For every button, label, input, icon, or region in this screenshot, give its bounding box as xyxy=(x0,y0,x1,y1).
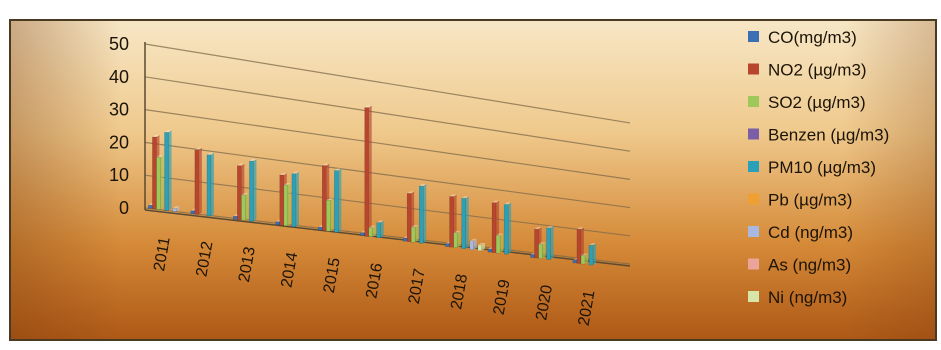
legend-item-cd-ng-m3: Cd (ng/m3) xyxy=(748,223,853,242)
legend-label: Benzen (µg/m3) xyxy=(768,126,889,145)
legend-item-ni-ng-m3: Ni (ng/m3) xyxy=(748,288,847,307)
legend-label: NO2 (µg/m3) xyxy=(768,61,867,80)
gridline xyxy=(144,109,631,180)
x-tick-label: 2020 xyxy=(533,284,556,322)
y-tick-labels: 0 10 20 30 40 50 xyxy=(109,34,129,218)
y-tick-label: 0 xyxy=(119,198,129,218)
bar-2016-no2-g-m3 xyxy=(364,105,372,237)
legend-item-pb-g-m3: Pb (µg/m3) xyxy=(748,191,852,210)
gridline xyxy=(144,141,631,209)
legend-item-no2-g-m3: NO2 (µg/m3) xyxy=(748,61,867,80)
bar-2014-pm10-g-m3 xyxy=(291,171,299,228)
legend-swatch xyxy=(748,193,759,205)
bar-2014-so2-g-m3 xyxy=(283,182,291,227)
legend-item-as-ng-m3: As (ng/m3) xyxy=(748,256,851,275)
legend-item-benzen-g-m3: Benzen (µg/m3) xyxy=(748,126,889,145)
bar-2017-so2-g-m3 xyxy=(410,225,419,243)
legend-swatch xyxy=(748,291,759,302)
bar-2015-pm10-g-m3 xyxy=(334,168,342,233)
legend-swatch xyxy=(748,63,759,75)
legend-label: Ni (ng/m3) xyxy=(768,288,847,307)
bar-2011-cd-ng-m3 xyxy=(172,206,180,212)
x-tick-label: 2013 xyxy=(236,245,259,283)
gridline xyxy=(144,174,631,237)
bar-2013-pm10-g-m3 xyxy=(249,159,257,222)
legend-label: CO(mg/m3) xyxy=(768,28,857,47)
chart-border xyxy=(9,19,937,341)
x-tick-label: 2014 xyxy=(278,251,301,289)
y-tick-label: 10 xyxy=(109,165,129,185)
bar-2021-pm10-g-m3 xyxy=(588,243,597,266)
bar-2011-pm10-g-m3 xyxy=(164,130,172,211)
y-tick-label: 50 xyxy=(109,34,129,54)
bar-2015-so2-g-m3 xyxy=(326,198,334,232)
legend-label: Pb (µg/m3) xyxy=(768,191,852,210)
legend-item-so2-g-m3: SO2 (µg/m3) xyxy=(748,93,866,112)
x-tick-label: 2015 xyxy=(321,256,344,294)
bar-2018-so2-g-m3 xyxy=(453,230,461,248)
legend-label: As (ng/m3) xyxy=(768,256,851,275)
bar-2021-so2-g-m3 xyxy=(580,253,589,265)
bar-2012-no2-g-m3 xyxy=(194,147,202,215)
legend: CO(mg/m3) NO2 (µg/m3) SO2 (µg/m3) Benzen (µ… xyxy=(748,28,889,307)
bar-2020-pm10-g-m3 xyxy=(546,225,554,260)
x-tick-label: 2021 xyxy=(576,289,599,327)
bar-2012-pm10-g-m3 xyxy=(206,152,214,217)
legend-swatch xyxy=(748,258,759,270)
legend-label: Cd (ng/m3) xyxy=(768,223,853,242)
y-tick-label: 40 xyxy=(109,67,129,87)
legend-item-pm10-g-m3: PM10 (µg/m3) xyxy=(748,158,876,177)
x-tick-label: 2011 xyxy=(151,236,174,273)
bar-2018-pm10-g-m3 xyxy=(461,196,469,249)
bar-2016-pm10-g-m3 xyxy=(376,220,384,239)
legend-swatch xyxy=(748,96,759,107)
bars xyxy=(148,105,597,266)
legend-label: SO2 (µg/m3) xyxy=(768,93,866,112)
bar-2019-so2-g-m3 xyxy=(495,233,504,254)
legend-label: PM10 (µg/m3) xyxy=(768,158,876,177)
x-tick-label: 2019 xyxy=(491,278,514,316)
legend-item-co-mg-m3: CO(mg/m3) xyxy=(748,28,857,47)
legend-swatch xyxy=(748,31,759,42)
x-tick-label: 2017 xyxy=(406,267,429,305)
legend-swatch xyxy=(748,161,759,172)
y-tick-label: 30 xyxy=(109,100,129,120)
bar-2021-no2-g-m3 xyxy=(576,227,584,264)
x-tick-label: 2018 xyxy=(448,273,471,311)
gridline xyxy=(144,43,631,124)
legend-swatch xyxy=(748,226,759,237)
bar-2016-so2-g-m3 xyxy=(368,225,376,237)
x-tick-label: 2016 xyxy=(363,262,386,300)
bar-2020-so2-g-m3 xyxy=(538,242,546,259)
bar-2011-so2-g-m3 xyxy=(156,155,164,210)
bar-2018-ni-ng-m3 xyxy=(477,242,485,252)
bar-2017-pm10-g-m3 xyxy=(419,184,427,244)
bar-2018-cd-ng-m3 xyxy=(469,238,477,250)
bar-2019-pm10-g-m3 xyxy=(503,202,512,255)
gridline xyxy=(144,76,631,152)
x-tick-label: 2012 xyxy=(194,240,217,278)
y-tick-label: 20 xyxy=(109,132,129,152)
legend-swatch xyxy=(748,128,759,140)
x-tick-labels: 2011 2012 2013 2014 2015 2016 2017 2018 2019 2020… xyxy=(151,236,598,327)
bar-2013-so2-g-m3 xyxy=(241,192,249,221)
